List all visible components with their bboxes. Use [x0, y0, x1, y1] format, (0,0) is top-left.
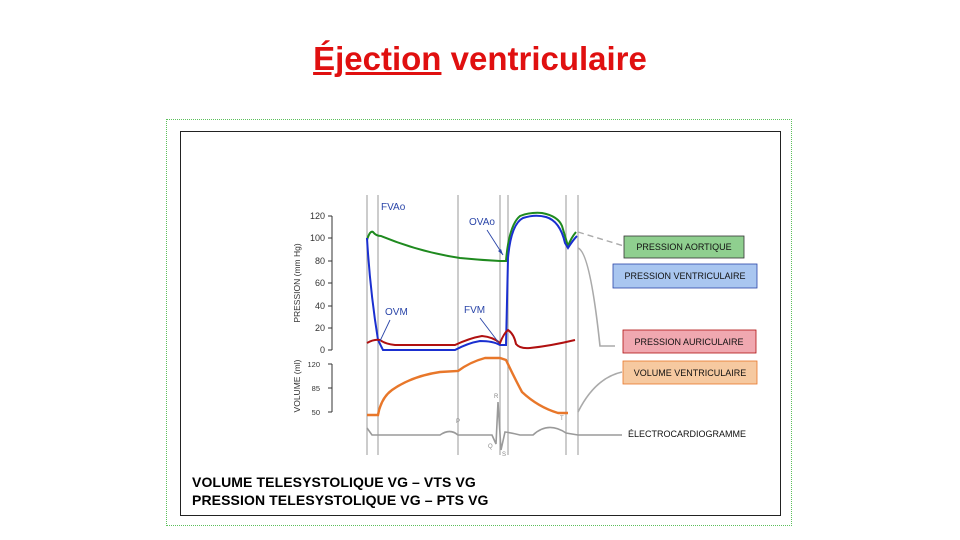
ovm-arrow — [379, 319, 391, 342]
volume-ticks: 120 85 50 — [307, 360, 320, 417]
ecg-wave-r: R — [494, 394, 499, 400]
caption-pts: PRESSION TELESYSTOLIQUE VG – PTS VG — [192, 492, 489, 508]
legend-ventricular-label: PRESSION VENTRICULAIRE — [624, 271, 745, 281]
legend-box-volume — [622, 360, 758, 385]
ecg-wave-t: T — [560, 416, 564, 422]
ventricular-pressure-curve — [366, 214, 578, 351]
volume-tick: 85 — [312, 384, 320, 393]
volume-tick: 50 — [312, 408, 320, 417]
title-keyword: Éjection — [313, 40, 442, 77]
title-rest: ventriculaire — [441, 40, 647, 77]
legend-box-aortic — [623, 235, 745, 259]
pressure-axis — [328, 215, 333, 351]
pressure-tick: 0 — [320, 345, 325, 355]
aortic-continuation — [577, 231, 625, 247]
pressure-tick: 60 — [315, 278, 325, 288]
label-fvm: FVM — [464, 305, 485, 316]
ecg-wave-s: S — [502, 452, 506, 458]
legend-atrial-label: PRESSION AURICULAIRE — [634, 337, 743, 347]
label-ovao: OVAo — [469, 217, 495, 228]
ventricular-volume-curve — [367, 356, 568, 417]
ecg-wave-p: P — [456, 419, 460, 425]
ecg-wave-labels: P Q R S T — [456, 394, 564, 458]
pressure-tick: 100 — [310, 233, 325, 243]
legend-box-atrial — [622, 329, 757, 354]
pressure-tick: 40 — [315, 301, 325, 311]
pressure-ticks: 120 100 80 60 40 20 0 — [310, 211, 325, 355]
legend-box-ventricular — [612, 263, 758, 289]
ecg-wave-q: Q — [488, 444, 493, 450]
caption-vts: VOLUME TELESYSTOLIQUE VG – VTS VG — [192, 474, 476, 490]
slide-title: Éjection ventriculaire — [0, 40, 960, 78]
legend-volume-label: VOLUME VENTRICULAIRE — [634, 368, 747, 378]
ovao-arrowhead — [498, 249, 503, 255]
ventricular-continuation — [577, 247, 615, 347]
ecg-curve — [366, 401, 622, 451]
volume-continuation — [577, 371, 623, 413]
legend-ecg-label: ÉLECTROCARDIOGRAMME — [628, 429, 746, 439]
legend-aortic-label: PRESSION AORTIQUE — [636, 242, 731, 252]
label-fvao: FVAo — [381, 202, 406, 213]
phase-lines — [366, 195, 579, 455]
pressure-tick: 80 — [315, 256, 325, 266]
annotation-arrows — [379, 229, 504, 344]
pressure-axis-label: PRESSION (mm Hg) — [292, 243, 302, 323]
volume-tick: 120 — [307, 360, 320, 369]
volume-axis-label: VOLUME (ml) — [292, 359, 302, 412]
pressure-tick: 20 — [315, 323, 325, 333]
legend: PRESSION AORTIQUE PRESSION VENTRICULAIRE… — [612, 235, 758, 439]
atrial-pressure-curve — [366, 328, 576, 350]
dotted-frame — [166, 119, 792, 526]
valve-annotations: FVAo OVAo OVM FVM — [381, 202, 495, 318]
aortic-pressure-curve — [366, 211, 577, 262]
label-ovm: OVM — [385, 307, 408, 318]
figure-frame — [180, 131, 781, 516]
volume-axis — [328, 363, 333, 413]
fvm-arrow — [479, 317, 500, 344]
pressure-tick: 120 — [310, 211, 325, 221]
